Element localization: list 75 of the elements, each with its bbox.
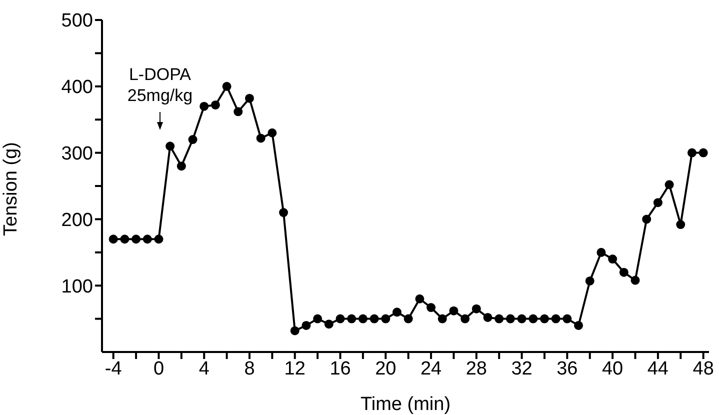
- point: [483, 312, 492, 322]
- point: [415, 294, 424, 304]
- point: [506, 314, 515, 324]
- point: [472, 304, 481, 314]
- point: [574, 320, 584, 330]
- point: [642, 214, 652, 224]
- point: [336, 314, 345, 324]
- x-tick-label: 36: [556, 358, 578, 380]
- x-tick-label: 24: [420, 358, 442, 380]
- x-tick-label: 12: [284, 358, 306, 380]
- x-tick-label: 44: [647, 358, 669, 380]
- point: [619, 268, 628, 277]
- x-tick-label: 8: [244, 358, 255, 380]
- point: [653, 198, 662, 208]
- point: [313, 314, 322, 324]
- point: [234, 107, 243, 116]
- x-axis-title: Time (min): [360, 394, 451, 415]
- point: [188, 135, 198, 144]
- x-tick-label: 20: [375, 358, 396, 380]
- point: [381, 314, 390, 324]
- point: [302, 320, 311, 330]
- point: [449, 306, 458, 316]
- point: [244, 94, 254, 103]
- x-tick-label: 48: [692, 358, 714, 380]
- point: [370, 314, 379, 324]
- point: [438, 314, 447, 324]
- point: [585, 276, 594, 286]
- point: [540, 314, 549, 324]
- point: [142, 234, 152, 244]
- y-axis-title: Tension (g): [0, 142, 22, 236]
- y-tick-label: 500: [61, 10, 93, 32]
- point: [222, 82, 232, 91]
- point: [664, 180, 674, 190]
- point: [630, 276, 640, 285]
- point: [528, 314, 538, 324]
- y-tick-label: 100: [61, 276, 93, 298]
- point: [290, 326, 300, 336]
- x-tick-label: -4: [104, 358, 122, 380]
- point: [279, 208, 288, 218]
- point: [120, 234, 130, 244]
- point: [517, 314, 526, 324]
- point: [404, 314, 413, 324]
- x-tick-label: 40: [602, 358, 624, 380]
- point: [324, 320, 334, 329]
- point: [687, 148, 696, 158]
- point: [268, 128, 277, 138]
- point: [562, 314, 572, 324]
- y-tick-label: 200: [61, 210, 93, 231]
- point: [596, 248, 606, 257]
- annotation: L-DOPA 25mg/kg: [127, 65, 193, 105]
- point: [210, 100, 220, 110]
- point: [256, 134, 266, 143]
- point: [200, 102, 209, 111]
- point: [108, 234, 118, 244]
- point: [551, 314, 560, 324]
- point: [154, 234, 164, 244]
- x-tick-label: 4: [198, 358, 210, 380]
- x-tick-label: 0: [153, 358, 164, 380]
- x-tick-label: 16: [330, 358, 351, 380]
- point: [426, 303, 436, 312]
- point: [460, 314, 470, 324]
- point: [176, 162, 186, 171]
- point: [676, 220, 686, 230]
- point: [132, 234, 141, 244]
- y-tick-label: 400: [61, 77, 93, 98]
- point: [494, 314, 504, 324]
- x-tick-label: 32: [511, 358, 532, 380]
- point: [358, 314, 368, 324]
- y-tick-label: 300: [61, 144, 93, 165]
- x-tick-label: 28: [466, 358, 487, 380]
- point: [166, 142, 175, 151]
- point: [608, 254, 618, 264]
- point: [698, 148, 708, 158]
- point: [347, 314, 356, 324]
- point: [392, 308, 402, 317]
